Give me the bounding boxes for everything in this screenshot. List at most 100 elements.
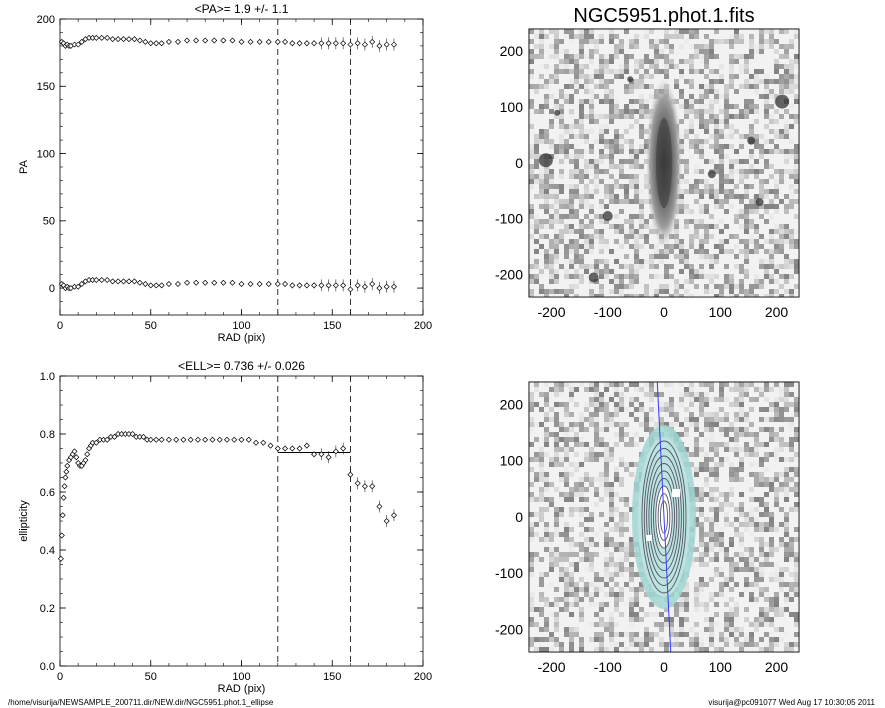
noise-pixel (639, 79, 644, 84)
noise-pixel (769, 552, 774, 557)
noise-pixel (779, 542, 784, 547)
noise-pixel (774, 627, 779, 632)
noise-pixel (714, 592, 719, 597)
noise-pixel (774, 492, 779, 497)
noise-pixel (609, 562, 614, 567)
noise-pixel (584, 159, 589, 164)
noise-pixel (594, 542, 599, 547)
noise-pixel (619, 64, 624, 69)
noise-pixel (699, 234, 704, 239)
noise-pixel (729, 64, 734, 69)
noise-pixel (759, 647, 764, 652)
noise-pixel (644, 224, 649, 229)
noise-pixel (744, 447, 749, 452)
noise-pixel (749, 124, 754, 129)
y-tick-label: 50 (43, 216, 55, 228)
noise-pixel (714, 54, 719, 59)
noise-pixel (644, 632, 649, 637)
noise-pixel (719, 64, 724, 69)
noise-pixel (704, 109, 709, 114)
noise-pixel (699, 169, 704, 174)
noise-pixel (779, 587, 784, 592)
noise-pixel (544, 219, 549, 224)
noise-pixel (669, 49, 674, 54)
noise-pixel (544, 99, 549, 104)
noise-pixel (549, 647, 554, 652)
noise-pixel (724, 502, 729, 507)
noise-pixel (794, 412, 799, 417)
noise-pixel (759, 637, 764, 642)
noise-pixel (684, 209, 689, 214)
noise-pixel (539, 184, 544, 189)
noise-pixel (729, 567, 734, 572)
noise-pixel (714, 452, 719, 457)
noise-pixel (604, 442, 609, 447)
noise-pixel (694, 422, 699, 427)
noise-pixel (744, 64, 749, 69)
noise-pixel (634, 174, 639, 179)
noise-pixel (529, 214, 534, 219)
noise-pixel (649, 294, 654, 297)
noise-pixel (734, 562, 739, 567)
noise-pixel (684, 219, 689, 224)
noise-pixel (779, 637, 784, 642)
noise-pixel (794, 84, 799, 89)
noise-pixel (689, 412, 694, 417)
data-point (147, 40, 154, 47)
noise-pixel (769, 199, 774, 204)
noise-pixel (594, 487, 599, 492)
noise-pixel (749, 582, 754, 587)
noise-pixel (564, 259, 569, 264)
noise-pixel (699, 527, 704, 532)
data-point (184, 37, 191, 44)
noise-pixel (779, 264, 784, 269)
noise-pixel (564, 254, 569, 259)
noise-pixel (694, 592, 699, 597)
noise-pixel (784, 289, 789, 294)
star (627, 76, 634, 83)
noise-pixel (699, 59, 704, 64)
noise-pixel (584, 417, 589, 422)
masked-pixel (646, 535, 652, 541)
noise-pixel (549, 612, 554, 617)
noise-pixel (644, 294, 649, 297)
noise-pixel (729, 402, 734, 407)
y-tick-label: 0 (515, 155, 523, 171)
noise-pixel (724, 279, 729, 284)
noise-pixel (699, 99, 704, 104)
noise-pixel (589, 452, 594, 457)
noise-pixel (784, 194, 789, 199)
noise-pixel (584, 587, 589, 592)
noise-pixel (639, 64, 644, 69)
noise-pixel (539, 29, 544, 34)
noise-pixel (754, 577, 759, 582)
noise-pixel (749, 422, 754, 427)
noise-pixel (584, 457, 589, 462)
noise-pixel (784, 124, 789, 129)
noise-pixel (709, 542, 714, 547)
noise-pixel (564, 417, 569, 422)
noise-pixel (699, 109, 704, 114)
noise-pixel (714, 149, 719, 154)
noise-pixel (609, 482, 614, 487)
noise-pixel (574, 542, 579, 547)
noise-pixel (794, 427, 799, 432)
noise-pixel (684, 164, 689, 169)
noise-pixel (749, 184, 754, 189)
noise-pixel (764, 74, 769, 79)
noise-pixel (589, 109, 594, 114)
noise-pixel (534, 29, 539, 34)
noise-pixel (694, 607, 699, 612)
noise-pixel (629, 602, 634, 607)
noise-pixel (649, 84, 654, 89)
noise-pixel (604, 269, 609, 274)
noise-pixel (714, 537, 719, 542)
noise-pixel (709, 119, 714, 124)
noise-pixel (639, 164, 644, 169)
chart-3: -200 -100 0 100 200-200-1000100200NGC5951.ph… (495, 5, 800, 320)
noise-pixel (694, 134, 699, 139)
data-point (332, 40, 339, 47)
noise-pixel (539, 407, 544, 412)
noise-pixel (689, 84, 694, 89)
noise-pixel (559, 462, 564, 467)
